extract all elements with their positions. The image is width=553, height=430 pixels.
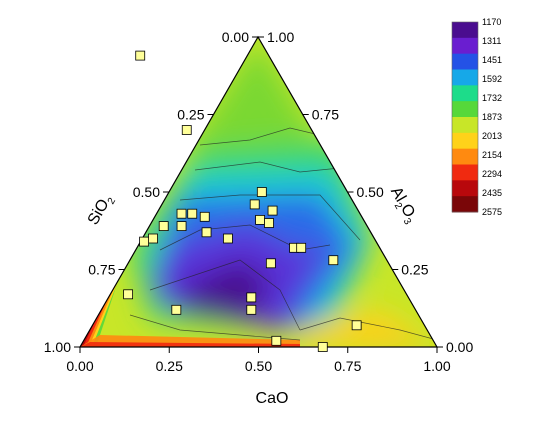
colorbar-label: 2575 [482, 207, 502, 217]
left-tick-label: 0.75 [88, 262, 115, 278]
contour-line-5 [149, 259, 301, 331]
bottom-tick-label: 0.00 [66, 358, 93, 374]
left-tick-label: 0.25 [177, 107, 204, 123]
contour-lines [129, 127, 437, 341]
colorbar-label: 2294 [482, 169, 502, 179]
left-tick-label: 0.50 [133, 184, 160, 200]
band-top-green [180, 37, 330, 160]
data-point [264, 218, 274, 228]
data-point [249, 199, 260, 210]
data-point [135, 50, 146, 61]
colorbar-label: 1170 [482, 17, 501, 27]
data-point [171, 304, 182, 315]
data-point [139, 236, 149, 247]
right-tick-label: 0.75 [312, 107, 339, 123]
contour-bands [130, 37, 437, 347]
data-point [148, 233, 158, 244]
data-point [246, 304, 257, 315]
data-point [158, 221, 169, 232]
colorbar-frame [451, 21, 479, 213]
colorbar-label: 1873 [482, 112, 502, 122]
colorbar-segment [452, 117, 478, 134]
contour-line-6 [129, 314, 301, 341]
data-point [123, 289, 134, 300]
bottom-tick-label: 0.50 [245, 358, 272, 374]
colorbar-label: 1732 [482, 93, 502, 103]
axis-title-al2o3-sub1: 2 [392, 201, 405, 212]
colorbar-label: 1592 [482, 74, 502, 84]
colorbar-label: 1311 [482, 36, 501, 46]
data-point [256, 187, 267, 197]
colorbar-segment [452, 180, 478, 197]
axis-title-sio2-sub: 2 [106, 196, 119, 207]
colorbar-label: 1451 [482, 55, 502, 65]
colorbar-segment [452, 85, 478, 102]
contour-line-4 [159, 224, 331, 251]
right-tick-label: 1.00 [267, 29, 294, 45]
contour-line-7 [299, 317, 437, 341]
colorbar-segment [452, 196, 478, 213]
bottom-tick-label: 1.00 [423, 358, 450, 374]
right-tick-label: 0.00 [446, 339, 473, 355]
axis-tick-labels: 0.00 0.25 0.50 0.75 1.00 1.00 0.75 0.50 0.25 0.00… [44, 29, 474, 374]
colorbar-segment [452, 148, 478, 165]
right-tick-label: 0.50 [357, 184, 384, 200]
bottom-tick-label: 0.25 [156, 358, 183, 374]
data-point [176, 221, 187, 232]
data-point [317, 342, 328, 352]
band-orange [330, 338, 437, 347]
colorbar-label: 2154 [482, 150, 502, 160]
axis-ticks [74, 36, 443, 353]
colorbar-segment [452, 164, 478, 181]
data-point [296, 242, 307, 253]
band-yellow [300, 310, 437, 347]
colorbar-segment [452, 132, 478, 150]
data-point [255, 214, 265, 225]
data-point [328, 255, 339, 266]
axis-title-al2o3: Al2O3 [384, 184, 420, 227]
data-point [267, 205, 278, 216]
data-points [123, 50, 362, 352]
data-point [223, 233, 233, 244]
data-point [351, 320, 362, 331]
left-tick-label: 0.00 [222, 29, 249, 45]
colorbar-segment [452, 101, 478, 118]
contour-line-1 [199, 127, 333, 146]
contour-line-2 [194, 161, 341, 173]
colorbar: 1170 1311 1451 1592 1732 1873 2013 2154 2294 2435… [451, 17, 502, 217]
axis-title-cao: CaO [256, 390, 289, 407]
right-tick-label: 0.25 [401, 262, 428, 278]
colorbar-segment [452, 69, 478, 86]
colorbar-label: 2013 [482, 131, 502, 141]
colorbar-segment [452, 53, 478, 70]
contour-line-3 [179, 194, 361, 241]
data-point [176, 208, 187, 219]
data-point [246, 292, 257, 303]
data-point [199, 211, 210, 222]
axis-title-sio2: SiO2 [85, 191, 119, 229]
colorbar-segment [452, 22, 478, 39]
colorbar-label: 2435 [482, 188, 502, 198]
data-point [271, 335, 282, 346]
data-point [187, 208, 198, 219]
bottom-tick-label: 0.75 [334, 358, 361, 374]
data-point [181, 125, 192, 135]
band-bottom-left-2 [80, 342, 300, 347]
data-point [201, 227, 212, 238]
colorbar-segment [452, 37, 478, 55]
data-point [265, 258, 276, 269]
axis-title-al2o3-sub2: 3 [401, 217, 414, 228]
left-tick-label: 1.00 [44, 339, 71, 355]
